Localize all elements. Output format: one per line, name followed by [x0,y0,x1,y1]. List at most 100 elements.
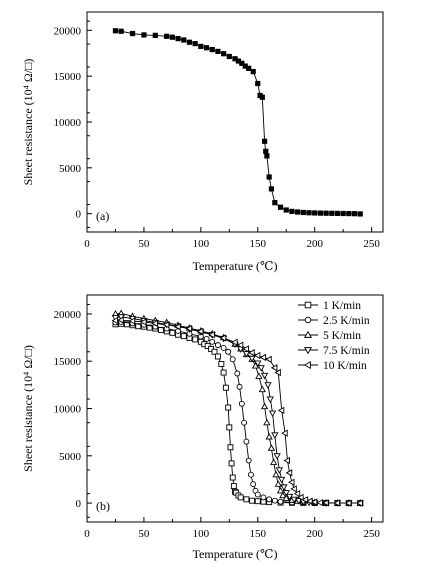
data-point [180,333,187,340]
data-point [208,331,215,339]
data-point [277,204,284,210]
y-tick-label: 15000 [54,356,82,368]
data-point [344,499,352,507]
data-point [237,494,244,501]
data-point [263,148,269,154]
data-point [357,211,363,217]
data-point [273,453,281,460]
data-point [152,32,158,38]
x-tick-label: 250 [363,528,380,540]
data-point [254,498,261,505]
data-point [242,351,251,358]
data-point [220,345,227,351]
x-tick-label: 0 [84,238,90,250]
y-tick-label: 0 [76,498,82,510]
y-axis-title: Sheet resistance (10⁴ Ω/□) [21,345,35,472]
data-point [232,56,238,62]
data-point [285,469,293,477]
data-point [346,210,352,217]
data-point [253,351,261,360]
data-point [220,369,227,376]
data-point [265,355,272,363]
data-point [293,489,301,498]
data-point [209,46,215,53]
data-point [211,348,218,355]
data-point [239,60,245,66]
x-tick-label: 50 [138,238,150,250]
chart-panel-b: 0 50 100 150 200 250 0 5000 10000 15000 20000 Tempe… [21,294,384,561]
data-point [129,30,136,37]
legend-label: 1 K/min [323,300,361,312]
data-point [226,424,233,431]
data-point [254,360,262,368]
data-point [192,336,199,343]
y-tick-label: 5000 [59,451,82,463]
data-point [248,355,256,363]
y-tick-label: 20000 [54,309,82,321]
data-point [123,321,130,328]
data-point [221,51,227,57]
data-point [263,418,271,426]
data-point [234,370,241,377]
y-tick-label: 20000 [54,25,82,37]
chart-panel-a: 0 50 100 150 200 250 0 5000 10000 15000 20000 Tempe… [21,11,384,273]
legend-entry: 7.5 K/min [298,345,370,357]
data-point [146,324,153,331]
data-point [288,478,295,486]
legend-label: 5 K/min [323,330,361,342]
data-point [272,200,278,206]
data-point [283,456,290,465]
data-point [230,483,237,490]
data-point [112,28,119,34]
y-tick-label: 0 [76,209,82,221]
data-point [264,153,270,159]
panel-label: (b) [96,499,110,513]
data-point [356,499,363,507]
x-tick-label: 100 [193,238,210,250]
data-point [214,353,221,360]
data-point [175,35,181,42]
data-point [250,68,256,75]
data-point [140,318,147,326]
data-point [266,496,273,503]
data-point [225,404,232,411]
data-point [218,361,225,367]
series-line [115,30,361,215]
data-point [270,364,278,372]
data-point [259,353,267,362]
data-point [272,470,280,478]
data-point [181,37,187,43]
data-point [289,208,295,214]
data-point [266,396,274,403]
data-point [243,438,250,445]
panel-label: (a) [96,209,109,223]
data-point [281,429,288,437]
data-point [265,432,273,440]
data-point [271,497,278,504]
data-point [334,210,341,216]
data-point [306,210,312,216]
data-point [117,316,124,324]
data-point [329,210,335,216]
data-point [164,33,170,39]
data-point [192,41,198,47]
data-point [222,384,229,391]
data-point [270,458,278,465]
x-axis-title: Temperature (℃) [193,547,278,561]
data-point [259,94,265,100]
data-point [169,329,176,336]
data-point [255,80,261,87]
x-tick-label: 150 [250,238,267,250]
data-point [225,348,232,355]
legend-marker [304,316,312,324]
x-tick-label: 50 [138,528,150,540]
data-point [226,53,232,60]
data-point [238,400,245,407]
data-point [169,34,175,40]
data-point [351,211,358,217]
data-point [229,356,236,363]
data-point [228,460,235,467]
data-point [274,480,282,487]
data-point [280,484,288,491]
